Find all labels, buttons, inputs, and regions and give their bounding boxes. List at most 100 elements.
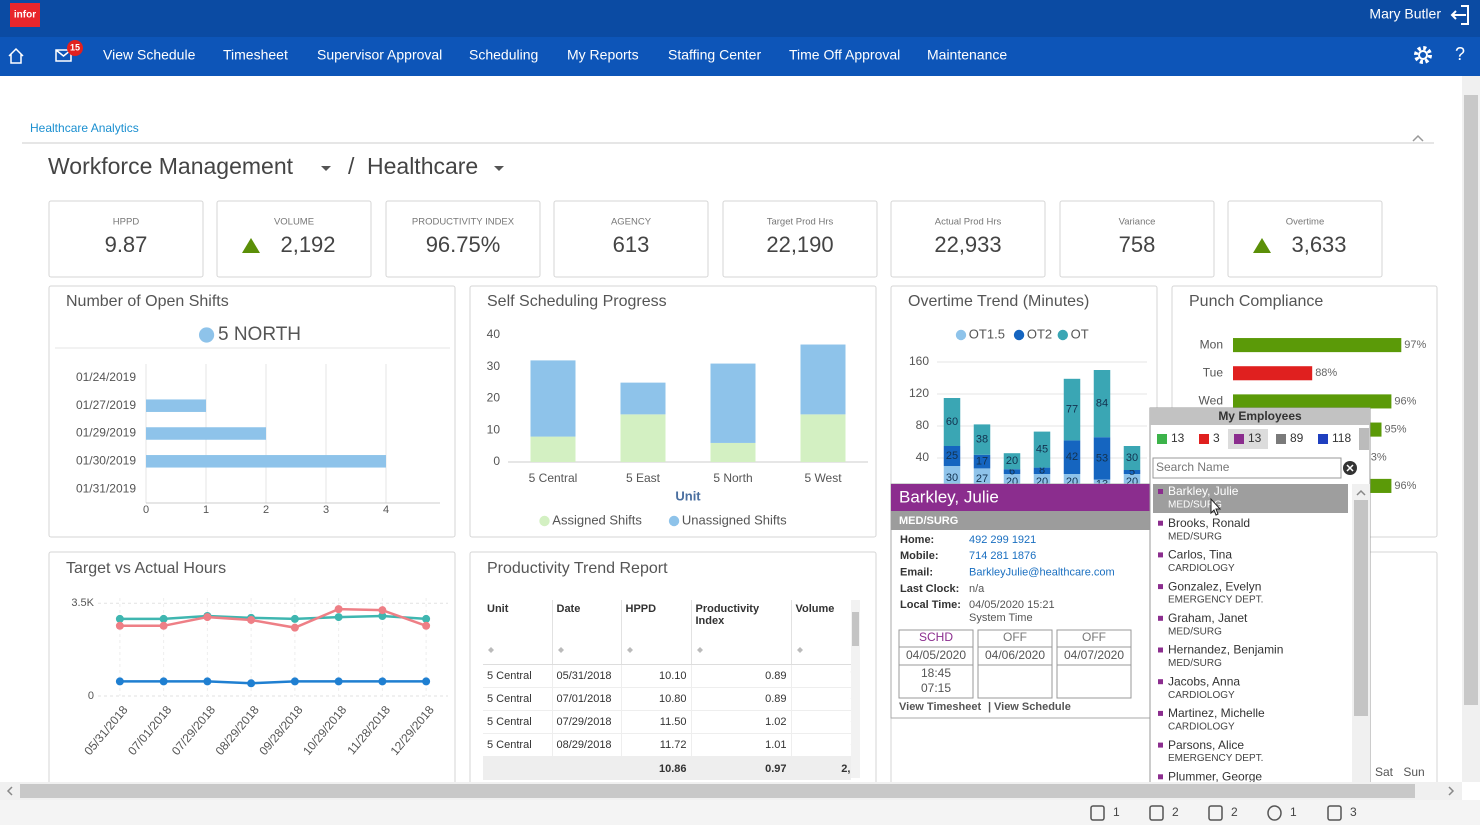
point (203, 677, 212, 686)
nav-item[interactable]: Supervisor Approval (317, 47, 442, 63)
page-subtitle[interactable]: Healthcare (367, 153, 478, 179)
column-header[interactable]: HPPD (621, 600, 692, 665)
table-cell: 6 (791, 733, 851, 757)
bar-segment (943, 398, 961, 446)
bar-segment (530, 360, 576, 437)
kpi-label: Variance (1119, 217, 1156, 228)
nav-item[interactable]: Time Off Approval (789, 47, 900, 63)
chart-title: Self Scheduling Progress (487, 293, 667, 310)
trend-up (242, 238, 260, 253)
column-header[interactable]: Volume (791, 600, 851, 665)
bar (1233, 366, 1313, 381)
status-count[interactable]: 1 (1113, 805, 1120, 819)
employee-name[interactable]: Plummer, George (1168, 769, 1262, 783)
bar-segment (1123, 446, 1141, 470)
point (290, 677, 299, 686)
employee-department: MED/SURG (899, 515, 958, 527)
table-scroll-track (851, 600, 860, 778)
detail-value[interactable]: 714 281 1876 (969, 550, 1036, 562)
status-count[interactable]: 2 (1231, 805, 1238, 819)
caret (494, 166, 504, 171)
detail-value[interactable]: BarkleyJulie@healthcare.com (969, 567, 1115, 579)
kpi-card (553, 200, 709, 278)
nav-item[interactable]: Timesheet (223, 47, 288, 63)
detail-value: n/a (969, 583, 985, 595)
schedule-time: 07:15 (921, 681, 951, 695)
status-icon (1327, 805, 1342, 821)
page-title[interactable]: Workforce Management (48, 153, 294, 179)
employee-name[interactable]: Carlos, Tina (1168, 548, 1232, 562)
data-label: 27 (976, 473, 988, 485)
table-cell: 0.89 (691, 664, 792, 688)
y-tick-label: 01/31/2019 (76, 481, 136, 495)
kpi-label: VOLUME (274, 217, 314, 228)
data-label: 42 (1066, 451, 1078, 463)
employee-name[interactable]: Hernandez, Benjamin (1168, 643, 1283, 657)
count-swatch (1276, 434, 1286, 444)
nav-item[interactable]: Scheduling (469, 47, 538, 63)
kpi-label: AGENCY (611, 217, 652, 228)
bar-segment (1033, 467, 1051, 474)
table-cell: 05/31/2018 (552, 664, 622, 688)
footer-cell (483, 756, 553, 780)
employee-name[interactable]: Gonzalez, Evelyn (1168, 579, 1261, 593)
bar-segment (800, 344, 846, 415)
count-value[interactable]: 89 (1290, 431, 1304, 445)
nav-item[interactable]: View Schedule (103, 47, 196, 63)
kpi-value: 9.87 (105, 232, 148, 257)
chart-title: Number of Open Shifts (66, 293, 229, 310)
y-tick-label: 01/30/2019 (76, 453, 136, 467)
user-name: Mary Butler (1369, 6, 1441, 22)
point (159, 621, 168, 630)
footer-cell: 0.97 (691, 756, 792, 780)
table-cell: 6 (791, 710, 851, 734)
card-link[interactable]: View Schedule (994, 701, 1071, 713)
employee-name[interactable]: Brooks, Ronald (1168, 516, 1250, 530)
employee-name[interactable]: Jacobs, Anna (1168, 674, 1240, 688)
card-subheader (891, 511, 1150, 530)
column-header[interactable]: Productivity Index (691, 600, 792, 665)
y-tick-label: 0 (88, 690, 94, 702)
search-placeholder[interactable]: Search Name (1156, 460, 1230, 474)
count-value[interactable]: 118 (1332, 431, 1351, 445)
status-count[interactable]: 3 (1350, 805, 1357, 819)
employee-name[interactable]: Martinez, Michelle (1168, 706, 1265, 720)
detail-label: Local Time: (900, 599, 961, 611)
nav-item[interactable]: Staffing Center (668, 47, 761, 63)
bar-segment (530, 436, 576, 462)
employee-name[interactable]: Graham, Janet (1168, 611, 1248, 625)
data-label: 5 (1129, 466, 1135, 478)
employee-name[interactable]: Barkley, Julie (1168, 484, 1239, 498)
count-value[interactable]: 13 (1171, 431, 1185, 445)
status-count[interactable]: 1 (1290, 805, 1297, 819)
column-header[interactable]: Date (552, 600, 622, 665)
nav-item[interactable]: Maintenance (927, 47, 1007, 63)
count-swatch (1199, 434, 1209, 444)
count-scroll (1359, 428, 1369, 450)
badge (67, 40, 83, 56)
data-label: 30 (946, 472, 958, 484)
y-tick-label: 40 (487, 327, 501, 341)
column-header[interactable]: Unit (483, 600, 553, 665)
status-count[interactable]: 2 (1172, 805, 1179, 819)
status-dot (1158, 742, 1163, 748)
x-tick-label: 5 North (713, 471, 752, 485)
nav-item[interactable]: My Reports (567, 47, 639, 63)
footer-cell (552, 756, 622, 780)
employee-name[interactable]: Parsons, Alice (1168, 738, 1244, 752)
card-link[interactable]: View Timesheet (899, 701, 981, 713)
panel-title: Productivity Trend Report (487, 560, 668, 577)
legend-swatch (1013, 329, 1025, 341)
point (115, 614, 124, 623)
employee-name: Barkley, Julie (899, 487, 999, 506)
count-value[interactable]: 3 (1213, 431, 1220, 445)
detail-value[interactable]: 492 299 1921 (969, 534, 1036, 546)
count-value[interactable]: 13 (1248, 431, 1262, 445)
help-icon[interactable]: ? (1455, 44, 1465, 64)
data-label: 88% (1315, 367, 1337, 379)
breadcrumb[interactable]: Healthcare Analytics (30, 121, 139, 135)
status-dot (1158, 584, 1163, 590)
data-label: 8 (1039, 465, 1045, 477)
